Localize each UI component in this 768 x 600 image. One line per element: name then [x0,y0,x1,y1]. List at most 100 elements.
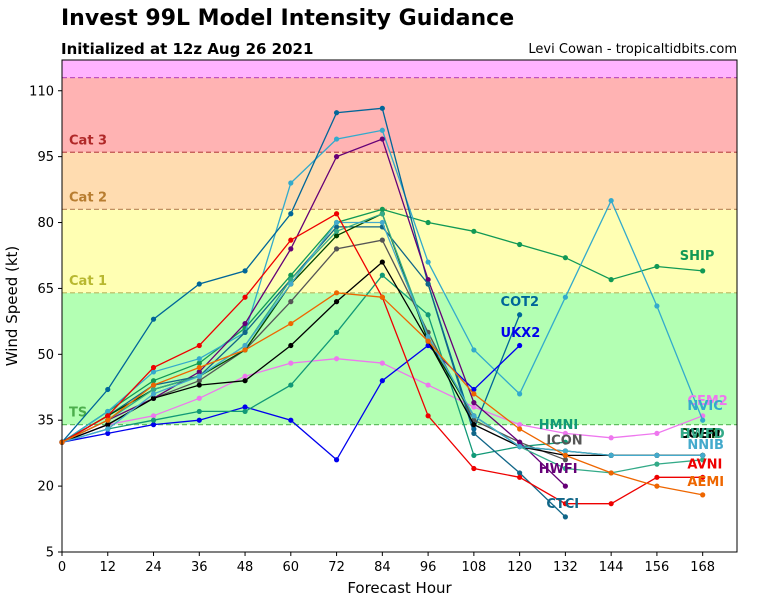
data-point-hwfi [471,400,477,406]
data-point-avni [150,364,157,371]
data-point-cem2 [425,382,431,388]
data-point-ship [425,219,431,226]
data-point-ctci [471,430,477,436]
data-point-icon [333,246,340,252]
data-point-hwfi [196,369,202,375]
data-point-hwfd [333,228,340,234]
band-ts [62,292,737,425]
x-tick-label: 144 [599,560,624,575]
x-tick-label: 0 [58,560,66,575]
data-point-cot2 [196,281,202,287]
data-point-ukx2 [471,386,477,393]
data-point-aemi [242,347,248,353]
data-point-ukx2 [333,457,340,463]
data-point-cem2 [654,430,660,436]
data-point-icon [288,299,294,305]
x-tick-label: 108 [461,560,486,575]
data-point-ship [379,206,385,212]
series-label-aemi: AEMI [687,475,724,490]
data-point-icon [379,237,385,243]
plot-frame [61,59,738,553]
data-point-aemi [105,417,111,423]
data-point-cot2 [288,211,294,217]
data-point-nnib [425,334,431,340]
data-point-ukx2 [242,404,248,410]
data-point-avni [333,211,340,217]
data-point-cem2 [333,356,340,362]
data-point-avni [517,474,523,480]
y-tick-label: 95 [37,150,54,165]
x-tick-label: 168 [690,560,715,575]
data-point-ukx2 [150,422,157,428]
data-point-hmni [333,329,340,335]
data-point-hwfi [562,483,568,489]
series-lines [59,105,706,520]
data-point-nnib [379,219,385,226]
data-point-nvic [288,180,294,186]
data-point-ship [654,263,660,270]
series-label-avni: AVNI [687,458,722,473]
data-point-hwfd [700,457,706,463]
x-tick-label: 84 [374,560,391,575]
series-label-dshp: DSHP [680,427,721,442]
data-point-avni [562,501,568,507]
category-band-labels: TS Cat 1 Cat 2 Cat 3 [69,133,107,420]
x-tick-label: 36 [191,560,208,575]
chart-subtitle: Initialized at 12z Aug 26 2021 [61,40,314,58]
data-point-nvic [379,127,385,133]
data-point-hmni [379,272,385,278]
y-tick-label: 50 [37,348,54,363]
data-point-ship [608,277,614,283]
data-point-avni [654,474,660,480]
data-point-nvic [700,417,706,423]
x-axis-label: Forecast Hour [347,579,452,597]
data-point-aemi [333,290,340,296]
data-point-aemi [425,338,431,344]
data-point-nvic [562,294,568,300]
series-nnib [59,219,706,458]
data-point-nnib [700,452,706,458]
data-point-hwfi [425,277,431,283]
data-point-hmni [196,408,202,415]
series-label-nnib: NNIB [687,438,724,453]
band-label-cat-3: Cat 3 [69,133,107,148]
data-point-cem2 [379,360,385,366]
data-point-nnib [562,448,568,454]
data-point-aemi [196,364,202,371]
data-point-lgem [105,422,111,428]
data-point-hwfd [288,277,294,283]
x-tick-label: 48 [237,560,254,575]
x-tick-label: 132 [553,560,578,575]
data-point-ukx2 [196,417,202,423]
data-point-ctci [242,329,248,335]
y-axis-ticks: 5 20 35 50 65 80 95 110 [29,84,62,561]
data-point-cot2 [105,386,111,393]
x-tick-label: 96 [420,560,437,575]
data-point-cem2 [471,404,477,410]
data-point-hwfd [150,386,157,393]
series-label-ukx2: UKX2 [501,326,541,341]
data-point-ship [700,268,706,274]
data-point-avni [700,474,706,480]
series-label-cot2: COT2 [501,295,540,310]
band-label-cat-2: Cat 2 [69,190,107,205]
data-point-hmni [242,408,248,415]
data-point-cot2 [150,316,157,322]
x-tick-label: 12 [99,560,116,575]
data-point-avni [288,237,294,243]
x-tick-label: 24 [145,560,162,575]
data-point-hmni [288,382,294,388]
data-point-nnib [105,426,111,432]
data-point-nvic [654,303,660,309]
data-point-cot2 [517,312,523,318]
data-point-nvic [608,197,614,204]
data-point-hwfd [654,461,660,467]
series-label-nvic: NVIC [687,399,722,414]
data-point-nvic [471,347,477,353]
data-point-aemi [517,426,523,432]
data-point-aemi [379,294,385,300]
series-label-ship: SHIP [680,249,715,264]
data-point-nvic [196,356,202,362]
data-point-aemi [608,470,614,476]
